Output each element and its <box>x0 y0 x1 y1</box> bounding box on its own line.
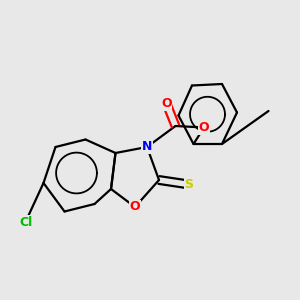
Text: Cl: Cl <box>19 215 32 229</box>
Text: O: O <box>161 97 172 110</box>
Text: O: O <box>199 121 209 134</box>
Text: O: O <box>130 200 140 214</box>
Text: S: S <box>184 178 194 191</box>
Text: N: N <box>142 140 152 154</box>
